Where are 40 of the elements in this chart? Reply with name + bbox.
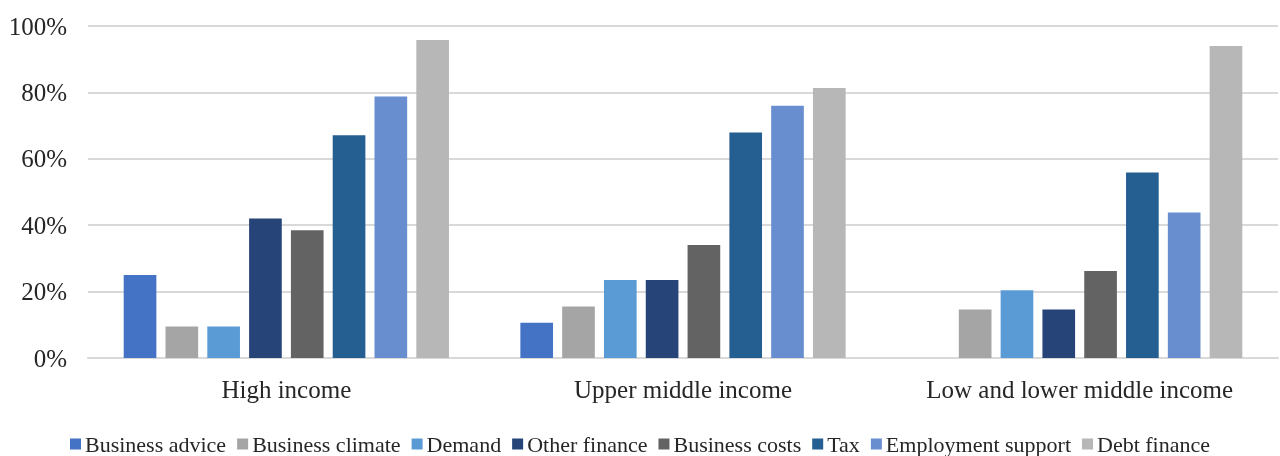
bar <box>645 279 679 358</box>
legend-label: Business advice <box>84 431 227 456</box>
x-tick-label: High income <box>221 376 352 403</box>
bar <box>207 326 240 358</box>
legend-label: Other finance <box>527 431 648 456</box>
bar <box>520 322 554 358</box>
bar <box>1000 290 1034 358</box>
x-tick-label: Upper middle income <box>574 376 792 403</box>
legend-label: Business costs <box>673 431 802 456</box>
y-tick-label: 20% <box>21 278 67 306</box>
bar <box>123 275 157 358</box>
bar <box>416 39 449 358</box>
legend-label: Tax <box>827 431 860 456</box>
y-tick-label: 100% <box>8 12 67 40</box>
bar <box>603 279 637 358</box>
y-tick-label: 80% <box>21 78 67 106</box>
bar <box>1209 45 1243 358</box>
bar <box>1084 271 1117 358</box>
bar <box>165 326 199 358</box>
legend-label: Demand <box>426 431 502 456</box>
y-tick-label: 60% <box>21 145 67 173</box>
bar <box>562 306 595 358</box>
bar <box>332 135 366 358</box>
bar <box>771 105 804 358</box>
y-tick-label: 40% <box>21 211 67 239</box>
bar <box>958 309 992 358</box>
x-tick-label: Low and lower middle income <box>926 376 1234 403</box>
bar <box>374 96 408 358</box>
y-tick-label: 0% <box>33 344 67 372</box>
legend-label: Debt finance <box>1097 431 1211 456</box>
bar <box>1167 212 1201 358</box>
bar <box>290 230 324 358</box>
legend-label: Business climate <box>252 431 401 456</box>
bar <box>729 132 763 358</box>
bar <box>1126 172 1159 358</box>
bar <box>812 88 846 358</box>
bar <box>249 218 282 358</box>
legend-label: Employment support <box>885 431 1072 456</box>
bar <box>687 245 721 358</box>
bar <box>1042 309 1076 358</box>
